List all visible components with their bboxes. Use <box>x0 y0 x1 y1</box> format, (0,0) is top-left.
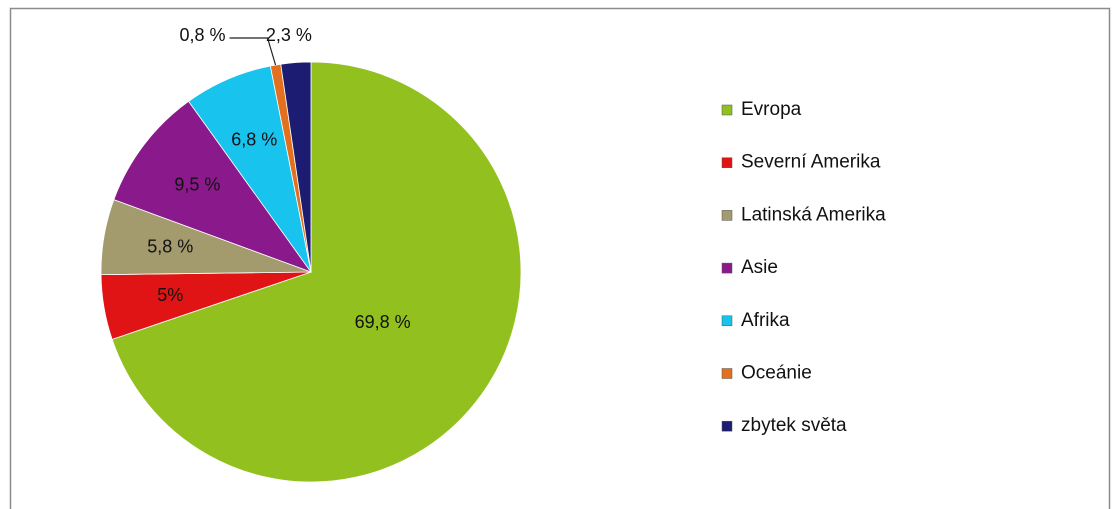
legend-label: Oceánie <box>741 363 812 384</box>
legend-swatch <box>721 157 733 168</box>
slice-label: 5% <box>157 285 183 305</box>
legend-label: Asie <box>741 257 778 278</box>
legend-swatch <box>721 262 733 274</box>
legend-label: zbytek světa <box>741 415 847 436</box>
pie-slice <box>111 61 522 483</box>
slice-label: 6,8 % <box>231 130 277 150</box>
legend-swatch <box>721 210 733 221</box>
slice-label: 9,5 % <box>174 174 220 194</box>
pie-slice <box>280 61 312 273</box>
legend-label: Evropa <box>741 99 802 120</box>
legend-label: Afrika <box>741 310 790 331</box>
legend-swatch <box>721 104 733 116</box>
slice-label: 69,8 % <box>355 312 411 332</box>
legend-swatch <box>721 315 733 327</box>
legend-swatch <box>721 420 733 432</box>
pie-slice <box>113 100 313 273</box>
legend-label: Latinská Amerika <box>741 204 886 225</box>
slice-label: 0,8 % <box>180 25 226 45</box>
leader-line <box>229 37 277 66</box>
slice-label: 2,3 % <box>266 25 312 45</box>
legend-swatch <box>721 368 733 379</box>
slice-label: 5,8 % <box>147 237 193 257</box>
legend-label: Severní Amerika <box>741 152 881 173</box>
